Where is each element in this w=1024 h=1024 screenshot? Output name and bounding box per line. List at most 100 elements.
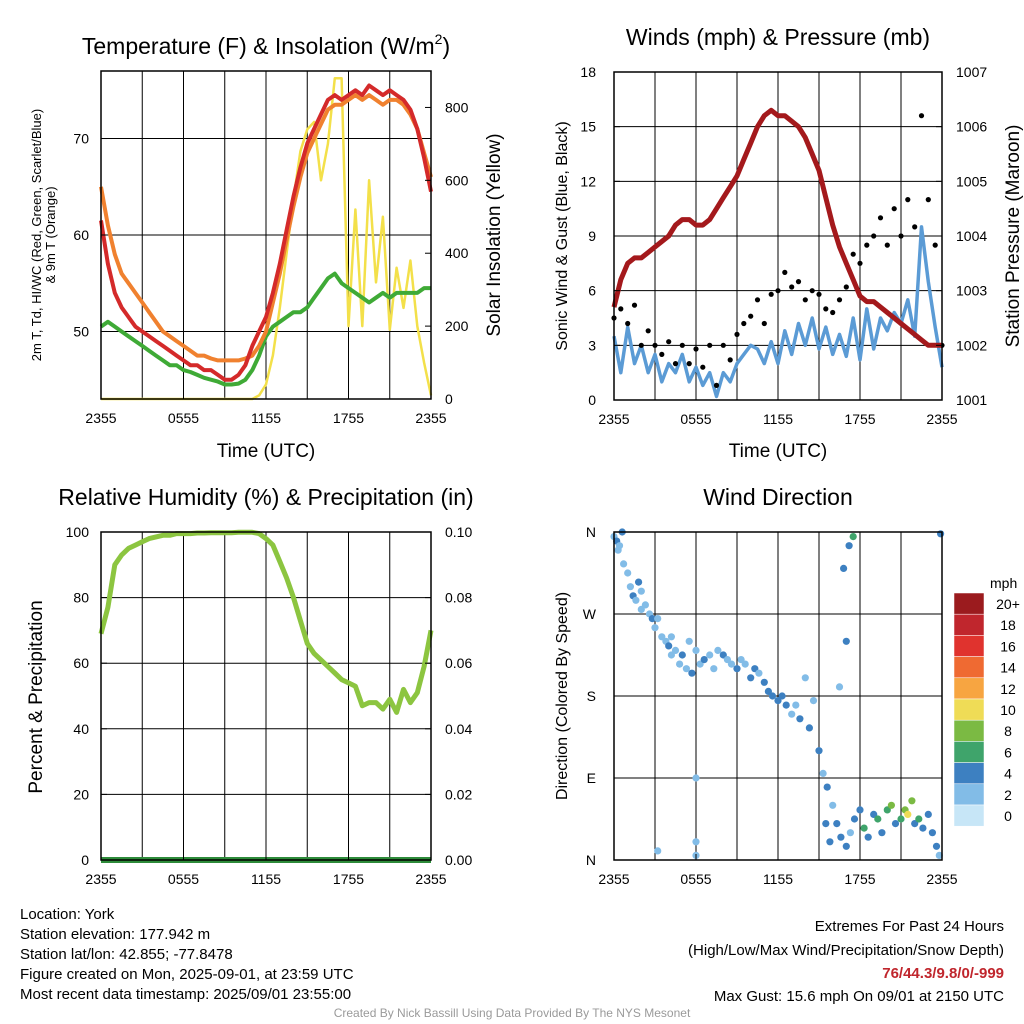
legend-title: mph [990, 575, 1017, 591]
direction-point [614, 546, 622, 554]
y-tick-label: 600 [445, 172, 469, 188]
direction-point [840, 564, 848, 573]
x-tick-label: 2355 [415, 871, 446, 887]
y-tick-label: S [587, 688, 596, 704]
gust-point [925, 197, 931, 203]
direction-point [919, 824, 927, 832]
gust-point [823, 306, 829, 312]
y-tick-label: 20 [73, 786, 89, 802]
y-tick-label: 1002 [956, 337, 987, 353]
direction-point [648, 615, 656, 623]
most-recent-data: Most recent data timestamp: 2025/09/01 2… [20, 986, 352, 1003]
direction-point [822, 820, 830, 828]
legend-label: 20+ [996, 596, 1020, 612]
dir-chart-title: Wind Direction [703, 484, 853, 510]
wind-chart-title: Winds (mph) & Pressure (mb) [626, 24, 930, 50]
y-tick-label: 18 [580, 64, 596, 80]
y-tick-label: 200 [445, 318, 469, 334]
direction-point [815, 747, 823, 755]
gust-point [905, 197, 911, 203]
temp-x-axis-label: Time (UTC) [217, 441, 316, 462]
direction-point [741, 660, 749, 668]
direction-point [823, 783, 831, 791]
direction-point [760, 678, 768, 686]
temp-x-ticks: 2355 0555 1155 1755 2355 [85, 393, 447, 426]
legend-label: 18 [1000, 617, 1016, 633]
rh-y-ticks-right: 0.00 0.02 0.04 0.06 0.08 0.10 [425, 524, 472, 868]
dir-series [610, 528, 945, 860]
rh-grid [101, 531, 431, 861]
direction-point [654, 615, 662, 623]
gust-point [898, 233, 904, 239]
gust-point [645, 328, 651, 334]
gust-point [836, 297, 843, 303]
legend-label: 0 [1004, 808, 1012, 824]
pressure-line [611, 107, 942, 348]
direction-point [837, 833, 845, 841]
direction-point [842, 637, 850, 645]
y-tick-label: 12 [580, 173, 596, 189]
y-tick-label: 6 [588, 283, 596, 299]
legend-label: 10 [1000, 702, 1016, 718]
wind-x-axis-label: Time (UTC) [729, 441, 828, 462]
direction-point [678, 651, 686, 659]
y-tick-label: 0.00 [445, 852, 472, 868]
direction-point [665, 642, 673, 650]
direction-point [671, 646, 680, 655]
direction-point [856, 806, 864, 814]
y-tick-label: 1005 [956, 173, 987, 189]
direction-point [908, 797, 916, 805]
gust-point [789, 284, 795, 290]
x-tick-label: 0555 [168, 410, 199, 426]
max-gust: Max Gust: 15.6 mph On 09/01 at 2150 UTC [713, 988, 1004, 1005]
gust-point [857, 260, 863, 266]
y-tick-label: 3 [588, 337, 596, 353]
wind-panel: Winds (mph) & Pressure (mb) 2355 0555 1155… [554, 24, 1024, 462]
legend-color-box [953, 783, 985, 806]
direction-point [935, 851, 943, 860]
gust-point [679, 342, 685, 348]
y-tick-label: 0 [81, 852, 89, 868]
wind-y-ticks-left: 0 3 6 9 12 15 18 [580, 64, 620, 408]
wind-y-axis-label-right: Station Pressure (Maroon) [1003, 125, 1024, 348]
x-tick-label: 0555 [680, 411, 711, 427]
y-tick-label: 80 [73, 590, 89, 606]
rh-panel: Relative Humidity (%) & Precipitation (i… [26, 484, 474, 887]
x-tick-label: 2355 [598, 871, 629, 887]
y-tick-label: N [586, 524, 596, 540]
y-tick-label: 1004 [956, 228, 987, 244]
rh-y-axis-label-left: Percent & Precipitation [26, 600, 47, 793]
y-tick-label: 0 [445, 391, 453, 407]
direction-point [801, 674, 809, 682]
direction-point [845, 542, 853, 550]
direction-point [685, 637, 693, 645]
direction-point [768, 692, 777, 700]
direction-point [835, 683, 844, 691]
x-tick-label: 2355 [85, 410, 116, 426]
x-tick-label: 2355 [415, 410, 446, 426]
gust-point [795, 279, 802, 285]
rh-x-ticks: 2355 0555 1155 1755 2355 [85, 854, 447, 887]
gust-point [625, 320, 631, 327]
speed-legend: mph 20+ 18 16 14 12 10 8 6 4 2 0 [953, 575, 1020, 827]
gust-point [686, 361, 692, 367]
direction-point [878, 829, 886, 837]
y-tick-label: 1007 [956, 64, 987, 80]
y-tick-label: 1001 [956, 392, 987, 408]
direction-point [897, 815, 905, 823]
direction-point [809, 697, 818, 705]
y-tick-label: 70 [73, 131, 89, 147]
direction-point [849, 533, 857, 541]
legend-label: 12 [1000, 681, 1016, 697]
direction-point [782, 701, 790, 709]
temp-grid [101, 71, 431, 399]
y-tick-label: W [583, 606, 597, 622]
gust-point [802, 297, 808, 303]
direction-point [850, 815, 859, 823]
gust-point [782, 269, 788, 275]
direction-point [700, 656, 708, 664]
direction-point [654, 847, 662, 855]
direction-point [667, 651, 676, 659]
dir-y-ticks-left: N E S W N [583, 524, 620, 868]
dir-grid [614, 531, 942, 861]
